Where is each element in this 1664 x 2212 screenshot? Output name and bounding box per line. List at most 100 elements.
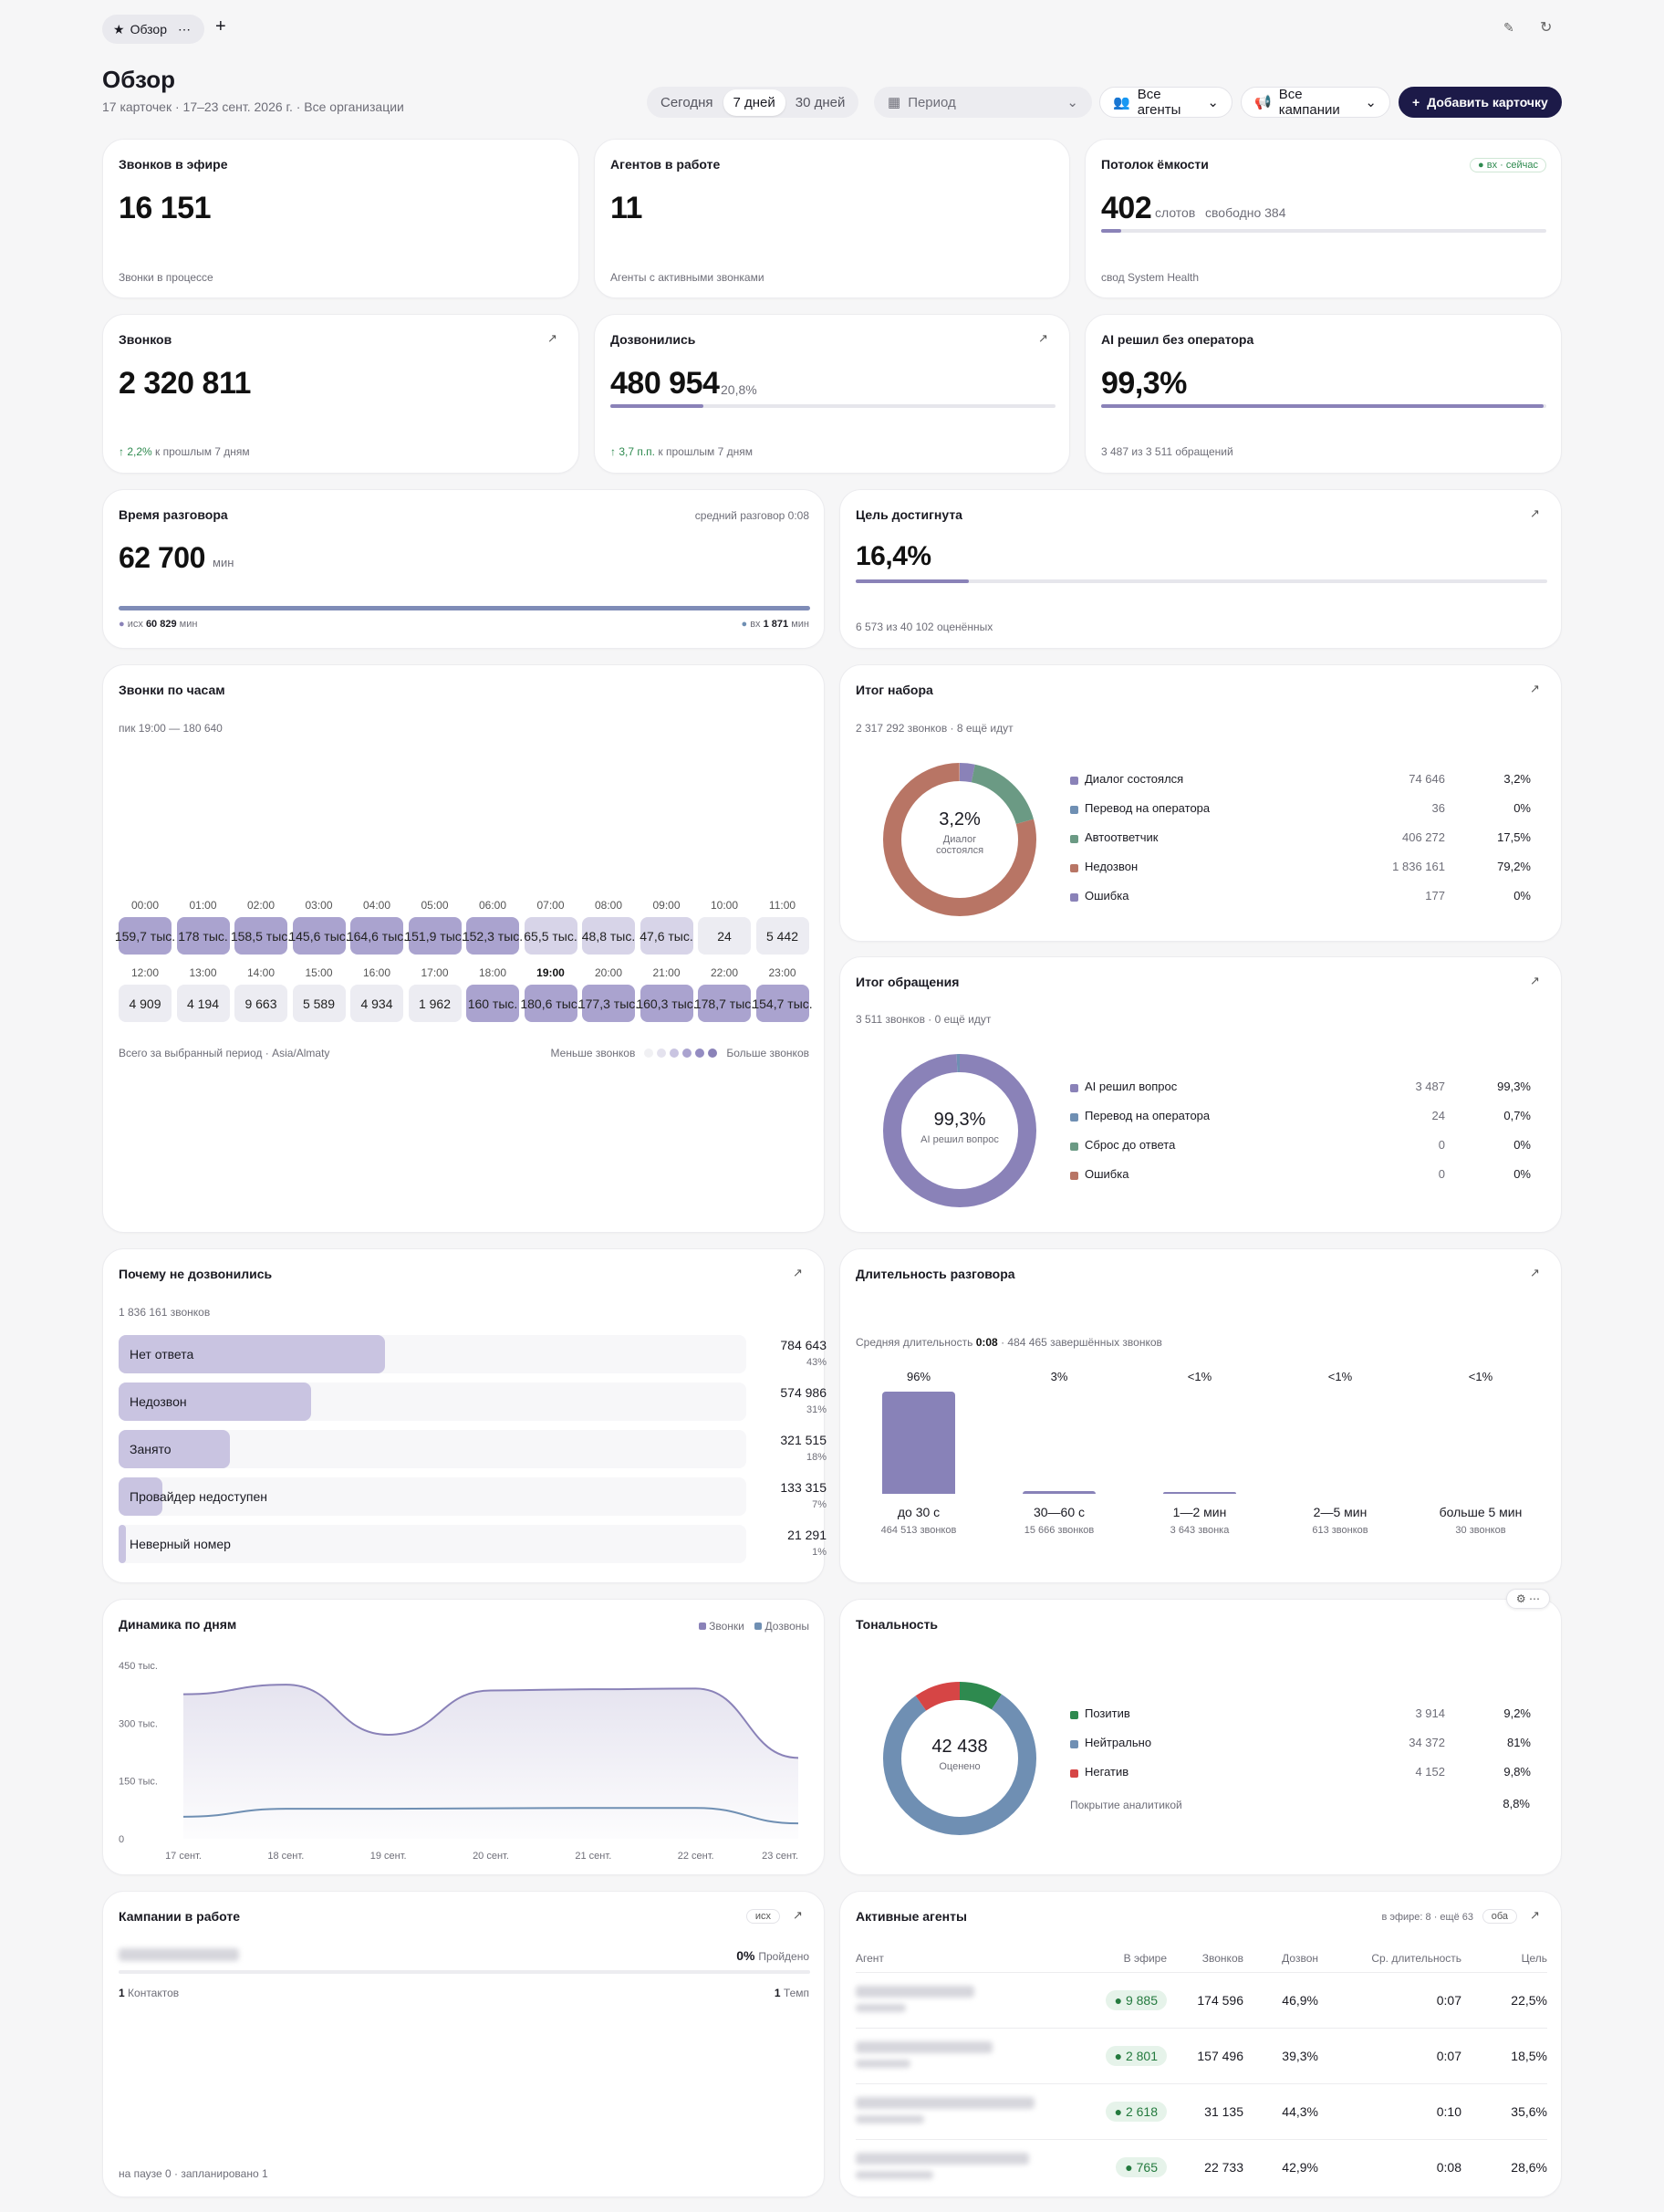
talk-time-card[interactable]: Время разговора средний разговор 0:08 62… (102, 489, 825, 649)
reason-row[interactable]: Занято 321 515 18% (119, 1430, 827, 1468)
hour-cell[interactable]: 177,3 тыс. (578, 985, 639, 1022)
more-icon[interactable]: ⋯ (178, 21, 191, 37)
open-arrow-icon[interactable]: ↗ (793, 1266, 803, 1279)
bin-bar[interactable] (1023, 1490, 1096, 1494)
reason-row[interactable]: Нет ответа 784 643 43% (119, 1335, 827, 1373)
agent-name[interactable] (856, 2027, 1088, 2083)
direction-tag[interactable]: исх (745, 1909, 780, 1924)
kpi-reached[interactable]: Дозвонились ↗ 480 954 20,8% ↑ 3,7 п.п. к… (594, 314, 1070, 474)
hour-cell[interactable]: 159,7 тыс. (115, 917, 175, 955)
donut-slice[interactable] (883, 1682, 1036, 1835)
campaigns-filter[interactable]: 📢 Все кампании ⌄ (1241, 87, 1390, 118)
add-card-button[interactable]: + Добавить карточку (1399, 87, 1562, 118)
hour-cell[interactable]: 178,7 тыс. (694, 985, 754, 1022)
hour-cell[interactable]: 151,9 тыс. (404, 917, 465, 955)
hour-cell[interactable]: 158,5 тыс. (231, 917, 291, 955)
range-30d[interactable]: 30 дней (795, 94, 846, 110)
kpi-live-calls[interactable]: Звонков в эфире 16 151 Звонки в процессе (102, 139, 579, 298)
range-7d[interactable]: 7 дней (723, 89, 785, 116)
hour-cell[interactable]: 160 тыс. (466, 985, 519, 1022)
hour-cell[interactable]: 4 909 (119, 985, 172, 1022)
duration-card[interactable]: Длительность разговора ↗ Средняя длитель… (839, 1248, 1562, 1583)
col-reach[interactable]: Дозвон (1282, 1951, 1318, 1965)
col-avg[interactable]: Ср. длительность (1371, 1951, 1461, 1965)
hour-cell[interactable]: 180,6 тыс. (520, 985, 581, 1022)
table-row[interactable]: ● 2 801 157 496 39,3% 0:07 18,5% (856, 2027, 1547, 2083)
donut-slice[interactable] (883, 1682, 1036, 1835)
table-row[interactable]: ● 2 618 31 135 44,3% 0:10 35,6% (856, 2082, 1547, 2139)
overview-tab[interactable]: ★ Обзор ⋯ (102, 15, 204, 44)
hour-cell[interactable]: 160,3 тыс. (636, 985, 697, 1022)
agents-filter[interactable]: 👥 Все агенты ⌄ (1099, 87, 1232, 118)
settings-icon[interactable]: ⚙ (1515, 1592, 1526, 1605)
hourly-calls-card[interactable]: Звонки по часам пик 19:00 — 180 640 00:0… (102, 664, 825, 1233)
open-arrow-icon[interactable]: ↗ (1530, 1908, 1540, 1922)
col-calls[interactable]: Звонков (1201, 1951, 1243, 1965)
hour-cell[interactable]: 24 (698, 917, 751, 955)
range-switch[interactable]: Сегодня 7 дней 30 дней (647, 87, 859, 118)
agents-tag[interactable]: оба (1482, 1909, 1517, 1924)
donut-slice[interactable] (883, 763, 1036, 916)
active-agents-card[interactable]: Активные агенты в эфире: 8 · ещё 63 оба … (839, 1891, 1562, 2197)
col-live[interactable]: В эфире (1123, 1951, 1167, 1965)
agent-name[interactable] (856, 1971, 1088, 2028)
hour-cell[interactable]: 145,6 тыс. (288, 917, 349, 955)
edit-icon[interactable]: ✎ (1503, 20, 1514, 35)
goal-card[interactable]: Цель достигнута ↗ 16,4% 6 573 из 40 102 … (839, 489, 1562, 649)
hour-cell[interactable]: 152,3 тыс. (463, 917, 523, 955)
hour-cell[interactable]: 5 589 (292, 985, 346, 1022)
hour-cell[interactable]: 4 934 (350, 985, 403, 1022)
daily-dynamics-card[interactable]: Динамика по дням Звонки Дозвоны 450 тыс.… (102, 1599, 825, 1875)
legend-row[interactable]: Ошибка 177 0% (1070, 888, 1531, 906)
open-arrow-icon[interactable]: ↗ (1530, 682, 1540, 695)
kpi-ai-resolved[interactable]: AI решил без оператора 99,3% 3 487 из 3 … (1085, 314, 1562, 474)
legend-row[interactable]: Перевод на оператора 36 0% (1070, 800, 1531, 819)
kpi-agents[interactable]: Агентов в работе 11 Агенты с активными з… (594, 139, 1070, 298)
legend-row[interactable]: Автоответчик 406 272 17,5% (1070, 830, 1531, 848)
hour-cell[interactable]: 1 962 (408, 985, 462, 1022)
refresh-icon[interactable]: ↻ (1540, 20, 1553, 36)
table-row[interactable]: ● 765 22 733 42,9% 0:08 28,6% (856, 2138, 1547, 2195)
appeal-outcome-card[interactable]: Итог обращения ↗ 3 511 звонков · 0 ещё и… (839, 956, 1562, 1233)
table-row[interactable]: ● 9 885 174 596 46,9% 0:07 22,5% (856, 1971, 1547, 2028)
dial-outcome-card[interactable]: Итог набора ↗ 2 317 292 звонков · 8 ещё … (839, 664, 1562, 942)
campaigns-card[interactable]: Кампании в работе исх ↗ 0% Пройдено 1 Ко… (102, 1891, 825, 2197)
series-line-calls[interactable] (182, 1684, 799, 1759)
legend-row[interactable]: AI решил вопрос 3 487 99,3% (1070, 1079, 1531, 1097)
bin-bar[interactable] (882, 1392, 955, 1494)
series-line-reached[interactable] (182, 1807, 799, 1825)
reason-row[interactable]: Недозвон 574 986 31% (119, 1382, 827, 1421)
col-agent[interactable]: Агент (856, 1951, 884, 1965)
open-arrow-icon[interactable]: ↗ (547, 331, 557, 345)
open-arrow-icon[interactable]: ↗ (1530, 1266, 1540, 1279)
hour-cell[interactable]: 164,6 тыс. (347, 917, 407, 955)
legend-row[interactable]: Позитив 3 914 9,2% (1070, 1706, 1531, 1724)
campaign-name[interactable] (119, 1948, 239, 1964)
bin-bar[interactable] (1163, 1492, 1236, 1494)
hour-cell[interactable]: 65,5 тыс. (524, 917, 577, 955)
col-goal[interactable]: Цель (1521, 1951, 1547, 1965)
legend-row[interactable]: Недозвон 1 836 161 79,2% (1070, 859, 1531, 877)
legend-row[interactable]: Нейтрально 34 372 81% (1070, 1735, 1531, 1753)
tonality-card[interactable]: ⚙ ⋯ Тональность 42 438 Оценено Позитив 3 … (839, 1589, 1562, 1875)
kpi-calls[interactable]: Звонков ↗ 2 320 811 ↑ 2,2% к прошлым 7 д… (102, 314, 579, 474)
hour-cell[interactable]: 47,6 тыс. (640, 917, 693, 955)
add-tab-button[interactable]: + (215, 16, 226, 37)
fail-reasons-card[interactable]: Почему не дозвонились ↗ 1 836 161 звонко… (102, 1248, 827, 1583)
reason-row[interactable]: Провайдер недоступен 133 315 7% (119, 1477, 827, 1516)
agent-name[interactable] (856, 2082, 1088, 2139)
legend-row[interactable]: Ошибка 0 0% (1070, 1166, 1531, 1184)
hour-cell[interactable]: 9 663 (234, 985, 287, 1022)
donut-slice[interactable] (883, 1054, 1036, 1207)
hour-cell[interactable]: 48,8 тыс. (582, 917, 635, 955)
range-today[interactable]: Сегодня (660, 94, 713, 110)
open-arrow-icon[interactable]: ↗ (1530, 506, 1540, 520)
more-icon[interactable]: ⋯ (1529, 1592, 1540, 1605)
kpi-capacity[interactable]: Потолок ёмкости ● вх · сейчас 402 слотов… (1085, 139, 1562, 298)
legend-row[interactable]: Негатив 4 152 9,8% (1070, 1764, 1531, 1782)
legend-row[interactable]: Диалог состоялся 74 646 3,2% (1070, 771, 1531, 789)
open-arrow-icon[interactable]: ↗ (793, 1908, 803, 1922)
hour-cell[interactable]: 5 442 (755, 917, 809, 955)
legend-row[interactable]: Перевод на оператора 24 0,7% (1070, 1108, 1531, 1126)
hour-cell[interactable]: 4 194 (176, 985, 230, 1022)
